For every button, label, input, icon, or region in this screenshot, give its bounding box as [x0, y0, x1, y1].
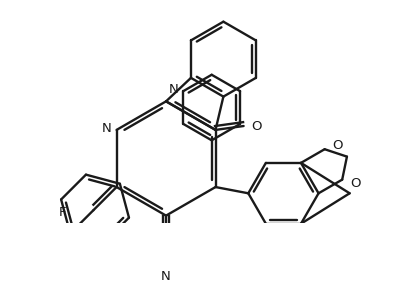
Text: N: N — [168, 83, 178, 96]
Text: N: N — [161, 270, 171, 283]
Text: F: F — [59, 206, 66, 219]
Text: O: O — [251, 120, 261, 133]
Text: N: N — [101, 122, 111, 135]
Text: O: O — [332, 139, 342, 152]
Text: O: O — [349, 177, 360, 190]
